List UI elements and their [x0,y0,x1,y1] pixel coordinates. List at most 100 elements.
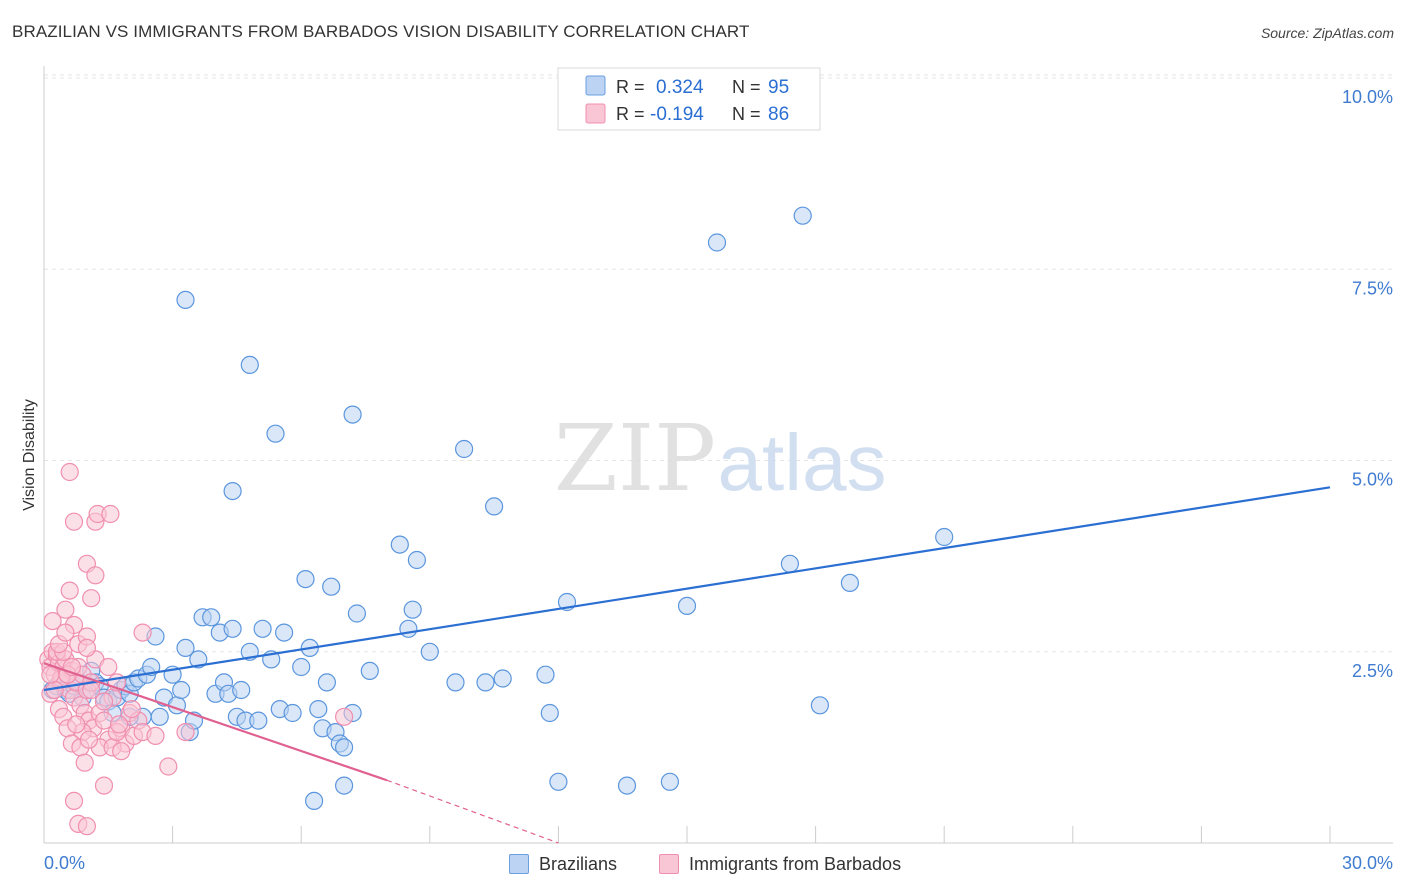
barbados-point-62 [77,817,97,836]
brazilians-point-71 [493,669,512,688]
source-label: Source: ZipAtlas.com [1260,25,1394,41]
legend-n-value-1: 95 [768,77,789,98]
brazilians-point-54 [309,699,328,719]
watermark-zip: ZIP [554,405,716,512]
brazilians-point-79 [810,696,830,715]
legend-n-value-2: 86 [768,104,789,125]
brazilians-point-67 [407,550,426,570]
brazilians-trend-line [43,486,1331,692]
brazilians-point-77 [677,596,697,616]
brazilians-point-75 [617,776,637,795]
brazilians-point-45 [249,711,268,730]
legend-r-label-2: R = [616,104,645,124]
barbados-point-42 [86,566,105,585]
brazilians-point-35 [202,608,221,627]
x-tick-label-0: 0.0% [44,853,85,873]
legend-r-label-1: R = [616,77,645,97]
y-tick-labels: 2.5% 5.0% 7.5% 10.0% [1342,87,1393,681]
barbados-point-60 [64,791,84,811]
barbados-point-44 [64,512,84,531]
barbados-trend-line [43,662,388,782]
legend-n-label-1: N = [732,77,761,97]
brazilians-point-60 [335,738,354,757]
brazilians-point-42 [232,680,251,700]
legend-swatch-blue-icon [509,854,529,874]
y-tick-label-3: 10.0% [1342,87,1393,107]
brazilians-point-33 [189,650,208,669]
brazilians-point-88 [485,497,504,516]
brazilians-point-90 [707,233,727,252]
y-axis-label: Vision Disability [21,399,38,511]
brazilians-point-55 [317,673,336,692]
brazilians-point-57 [322,577,341,596]
brazilians-point-46 [253,619,272,638]
brazilians-point-63 [360,661,379,681]
brazilians-point-23 [142,657,161,677]
legend-swatch-barbados [585,103,606,124]
legend-r-value-1: 0.324 [656,77,704,98]
barbados-point-57 [146,726,165,746]
brazilians-point-70 [476,673,495,692]
barbados-point-84 [335,707,354,726]
axes [43,66,1393,844]
barbados-point-36 [56,600,75,619]
brazilians-point-87 [223,482,242,501]
barbados-point-81 [94,692,114,711]
legend-item-brazilians[interactable]: Brazilians [509,852,617,876]
series-brazilians-points [43,206,954,811]
y-tick-label-1: 5.0% [1352,470,1393,490]
legend-label-brazilians: Brazilians [539,853,618,874]
brazilians-point-25 [150,707,169,726]
barbados-point-51 [99,657,118,677]
brazilians-point-93 [335,776,354,795]
brazilians-point-65 [399,619,418,638]
brazilians-point-91 [793,206,812,225]
x-tick-label-1: 30.0% [1342,853,1393,873]
barbados-point-58 [176,722,195,742]
y-tick-label-2: 7.5% [1352,278,1393,298]
chart-title: BRAZILIAN VS IMMIGRANTS FROM BARBADOS VI… [12,22,750,41]
barbados-point-64 [112,742,131,761]
brazilians-point-50 [283,703,302,723]
barbados-point-72 [75,753,94,772]
barbados-point-79 [41,665,60,684]
barbados-point-83 [122,699,141,719]
brazilians-point-83 [240,355,259,374]
brazilians-point-72 [536,665,555,684]
barbados-point-59 [159,757,178,776]
brazilians-point-51 [292,657,311,677]
legend-r-value-2: -0.194 [650,104,704,125]
legend-item-barbados[interactable]: Immigrants from Barbados [659,852,901,876]
barbados-trend-extension [386,779,559,844]
brazilians-point-81 [935,527,954,547]
barbados-point-70 [67,715,86,734]
trend-lines [43,486,1331,844]
brazilians-point-30 [176,638,195,658]
brazilians-point-29 [172,680,191,700]
brazilians-point-64 [390,535,409,554]
brazilians-point-85 [343,405,362,424]
brazilians-point-92 [305,791,324,811]
brazilians-point-66 [403,600,422,619]
y-tick-label-0: 2.5% [1352,661,1393,681]
barbados-point-50 [77,638,97,658]
legend-swatch-pink-icon [659,854,679,874]
brazilians-point-86 [455,439,474,459]
x-tick-labels: 0.0% 30.0% [44,853,1393,873]
brazilians-point-78 [780,554,800,573]
barbados-point-43 [60,462,79,482]
stats-legend: R = 0.324 N = 95 R = -0.194 N = 86 [557,67,821,131]
barbados-point-73 [79,730,99,749]
brazilians-point-84 [266,424,285,443]
brazilians-point-73 [540,703,559,723]
brazilians-point-89 [549,772,568,791]
barbados-point-47 [101,504,120,524]
brazilians-point-62 [347,604,366,623]
brazilians-point-49 [275,623,294,642]
barbados-point-82 [109,715,129,734]
barbados-point-49 [133,623,152,642]
legend-swatch-brazilians [585,75,606,96]
brazilians-point-80 [840,573,860,593]
brazilians-point-40 [223,619,242,638]
